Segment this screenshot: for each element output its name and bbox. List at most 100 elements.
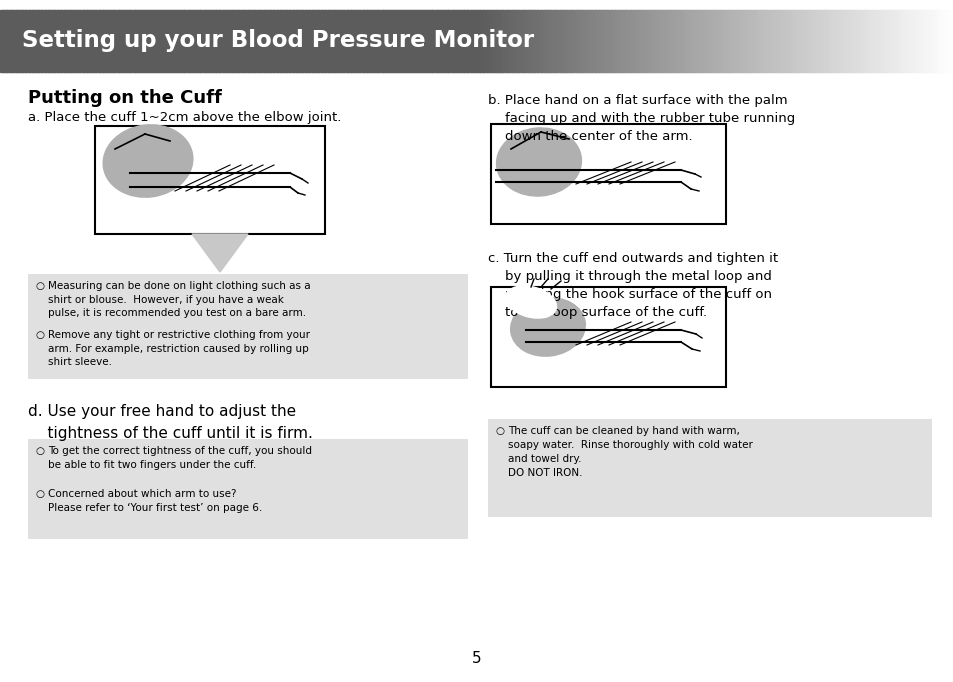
- Bar: [886, 10, 890, 72]
- Bar: [229, 10, 233, 72]
- Bar: [172, 10, 175, 72]
- Bar: [527, 10, 532, 72]
- Bar: [207, 10, 211, 72]
- Bar: [73, 10, 77, 72]
- Bar: [791, 10, 795, 72]
- Bar: [178, 10, 182, 72]
- Bar: [375, 10, 379, 72]
- Text: Concerned about which arm to use?
Please refer to ‘Your first test’ on page 6.: Concerned about which arm to use? Please…: [48, 489, 262, 513]
- Bar: [394, 10, 398, 72]
- Bar: [902, 10, 906, 72]
- Bar: [550, 10, 554, 72]
- Bar: [384, 10, 389, 72]
- Bar: [705, 10, 709, 72]
- Text: ○: ○: [35, 281, 44, 291]
- Bar: [45, 10, 49, 72]
- Ellipse shape: [505, 286, 556, 318]
- Bar: [648, 10, 652, 72]
- Bar: [734, 10, 738, 72]
- Bar: [622, 10, 627, 72]
- Bar: [718, 10, 722, 72]
- Bar: [276, 10, 280, 72]
- Bar: [702, 10, 706, 72]
- Bar: [877, 10, 881, 72]
- Bar: [781, 10, 785, 72]
- Bar: [372, 10, 375, 72]
- Text: c. Turn the cuff end outwards and tighten it
    by pulling it through the metal: c. Turn the cuff end outwards and tighte…: [488, 252, 778, 319]
- Bar: [905, 10, 909, 72]
- Bar: [197, 10, 201, 72]
- Bar: [636, 10, 639, 72]
- Bar: [912, 10, 916, 72]
- Bar: [226, 10, 230, 72]
- Bar: [57, 10, 61, 72]
- Text: ○: ○: [35, 489, 44, 499]
- Bar: [140, 10, 144, 72]
- Bar: [607, 10, 611, 72]
- Bar: [365, 10, 370, 72]
- Bar: [779, 10, 782, 72]
- Bar: [317, 10, 322, 72]
- Bar: [441, 10, 446, 72]
- Bar: [410, 10, 414, 72]
- Text: ○: ○: [35, 330, 44, 340]
- Bar: [92, 10, 96, 72]
- Bar: [150, 10, 153, 72]
- Bar: [429, 10, 433, 72]
- Bar: [746, 10, 751, 72]
- Bar: [251, 10, 255, 72]
- Bar: [524, 10, 528, 72]
- Bar: [941, 10, 944, 72]
- Bar: [12, 10, 17, 72]
- Bar: [245, 10, 249, 72]
- Bar: [619, 10, 623, 72]
- Bar: [626, 10, 630, 72]
- Bar: [267, 10, 271, 72]
- Bar: [70, 10, 74, 72]
- Bar: [750, 10, 754, 72]
- Bar: [534, 10, 537, 72]
- Bar: [95, 10, 99, 72]
- Text: ○: ○: [35, 446, 44, 456]
- Text: b. Place hand on a flat surface with the palm
    facing up and with the rubber : b. Place hand on a flat surface with the…: [488, 94, 795, 143]
- Bar: [86, 10, 90, 72]
- Bar: [295, 10, 299, 72]
- Bar: [803, 10, 808, 72]
- Bar: [491, 287, 725, 387]
- Bar: [83, 10, 87, 72]
- Bar: [397, 10, 401, 72]
- Bar: [836, 10, 840, 72]
- Bar: [159, 10, 163, 72]
- Bar: [279, 10, 284, 72]
- Bar: [861, 10, 865, 72]
- Bar: [708, 10, 713, 72]
- Bar: [489, 10, 494, 72]
- Text: Measuring can be done on light clothing such as a
shirt or blouse.  However, if : Measuring can be done on light clothing …: [48, 281, 311, 318]
- Bar: [455, 10, 458, 72]
- Bar: [222, 10, 227, 72]
- Bar: [565, 10, 570, 72]
- Bar: [556, 10, 560, 72]
- Bar: [807, 10, 811, 72]
- Bar: [829, 10, 833, 72]
- Bar: [416, 10, 420, 72]
- Bar: [127, 10, 132, 72]
- Bar: [143, 10, 147, 72]
- Bar: [210, 10, 213, 72]
- Bar: [515, 10, 518, 72]
- Bar: [934, 10, 938, 72]
- Bar: [696, 10, 700, 72]
- Bar: [41, 10, 46, 72]
- Bar: [639, 10, 642, 72]
- Bar: [298, 10, 303, 72]
- Bar: [48, 10, 51, 72]
- Bar: [581, 10, 585, 72]
- Bar: [22, 10, 27, 72]
- Bar: [200, 10, 204, 72]
- Bar: [845, 10, 849, 72]
- Bar: [331, 10, 335, 72]
- Bar: [610, 10, 614, 72]
- Bar: [248, 10, 252, 72]
- Bar: [51, 10, 55, 72]
- Ellipse shape: [497, 128, 580, 196]
